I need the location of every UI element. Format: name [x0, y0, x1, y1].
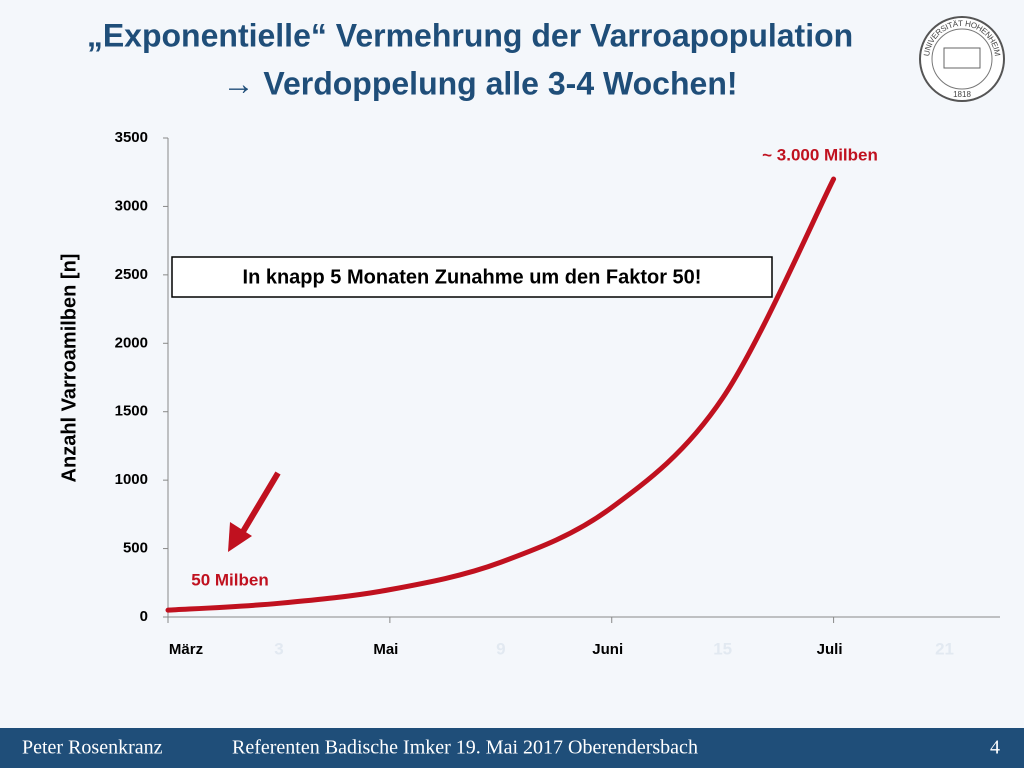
title-line: „Exponentielle“ Vermehrung der Varroapop…: [87, 17, 853, 53]
annotation: 50 Milben: [191, 570, 268, 589]
y-axis-label: Anzahl Varroamilben [n]: [58, 254, 80, 483]
x-tick-label: März: [169, 641, 203, 658]
y-tick-label: 0: [140, 608, 148, 625]
logo-inner: [931, 28, 993, 90]
arrow: [235, 471, 281, 542]
x-tick-label: Mai: [373, 641, 398, 658]
y-tick-label: 3500: [115, 129, 148, 146]
title-line: → Verdoppelung alle 3-4 Wochen!: [222, 65, 737, 101]
y-tick-label: 2000: [115, 334, 148, 351]
logo-building: [943, 47, 981, 69]
callout-box: [171, 256, 773, 298]
footer-bar: [0, 728, 1024, 768]
annotation: ~ 3.000 Milben: [762, 145, 878, 164]
footer-page: 4: [990, 737, 1000, 759]
callout: In knapp 5 Monaten Zunahme um den Faktor…: [243, 266, 702, 288]
footer-event: Referenten Badische Imker 19. Mai 2017 O…: [232, 737, 698, 759]
week-tick-label: 9: [496, 639, 505, 658]
y-tick-label: 3000: [115, 197, 148, 214]
week-tick-label: 3: [274, 639, 283, 658]
arrow-head: [228, 522, 252, 552]
data-line: [165, 176, 837, 613]
y-tick-label: 500: [123, 540, 148, 557]
week-tick-label: 21: [935, 639, 954, 658]
logo-ring: [919, 16, 1005, 102]
y-tick-label: 1000: [115, 471, 148, 488]
y-tick-label: 1500: [115, 403, 148, 420]
logo-year: 1818: [953, 90, 971, 99]
footer-author: Peter Rosenkranz: [22, 737, 163, 759]
logo: UNIVERSITÄT HOHENHEIM 1818: [919, 16, 1005, 102]
x-tick-label: Juni: [592, 641, 623, 658]
week-tick-label: 15: [713, 639, 732, 658]
x-tick-label: Juli: [817, 641, 843, 658]
y-tick-label: 2500: [115, 266, 148, 283]
